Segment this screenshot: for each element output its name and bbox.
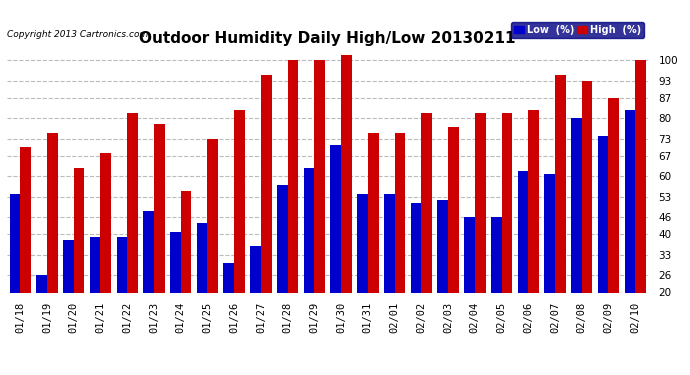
Bar [224, 264, 234, 292]
Bar [368, 133, 379, 292]
Bar [598, 136, 609, 292]
Bar [341, 54, 352, 292]
Bar [127, 112, 138, 292]
Bar [288, 60, 298, 292]
Bar [624, 110, 635, 292]
Bar [635, 60, 646, 292]
Bar [555, 75, 566, 292]
Bar [384, 194, 395, 292]
Bar [154, 124, 165, 292]
Bar [101, 153, 111, 292]
Bar [331, 144, 341, 292]
Bar [144, 211, 154, 292]
Bar [422, 112, 432, 292]
Bar [20, 147, 31, 292]
Bar [582, 81, 593, 292]
Bar [609, 98, 619, 292]
Bar [544, 174, 555, 292]
Bar [277, 185, 288, 292]
Bar [37, 275, 47, 292]
Bar [117, 237, 127, 292]
Bar [357, 194, 368, 292]
Bar [10, 194, 20, 292]
Bar [491, 217, 502, 292]
Bar [529, 110, 539, 292]
Bar [304, 168, 315, 292]
Bar [170, 232, 181, 292]
Bar [250, 246, 261, 292]
Bar [502, 112, 512, 292]
Bar [47, 133, 58, 292]
Bar [197, 223, 208, 292]
Bar [475, 112, 486, 292]
Bar [74, 168, 84, 292]
Bar [90, 237, 101, 292]
Bar [63, 240, 74, 292]
Title: Outdoor Humidity Daily High/Low 20130211: Outdoor Humidity Daily High/Low 20130211 [139, 31, 516, 46]
Bar [208, 139, 218, 292]
Bar [261, 75, 272, 292]
Bar [315, 60, 325, 292]
Bar [571, 118, 582, 292]
Bar [518, 171, 529, 292]
Bar [437, 200, 448, 292]
Text: Copyright 2013 Cartronics.com: Copyright 2013 Cartronics.com [7, 30, 148, 39]
Legend: Low  (%), High  (%): Low (%), High (%) [511, 22, 644, 38]
Bar [464, 217, 475, 292]
Bar [234, 110, 245, 292]
Bar [181, 191, 191, 292]
Bar [448, 127, 459, 292]
Bar [411, 202, 422, 292]
Bar [395, 133, 405, 292]
